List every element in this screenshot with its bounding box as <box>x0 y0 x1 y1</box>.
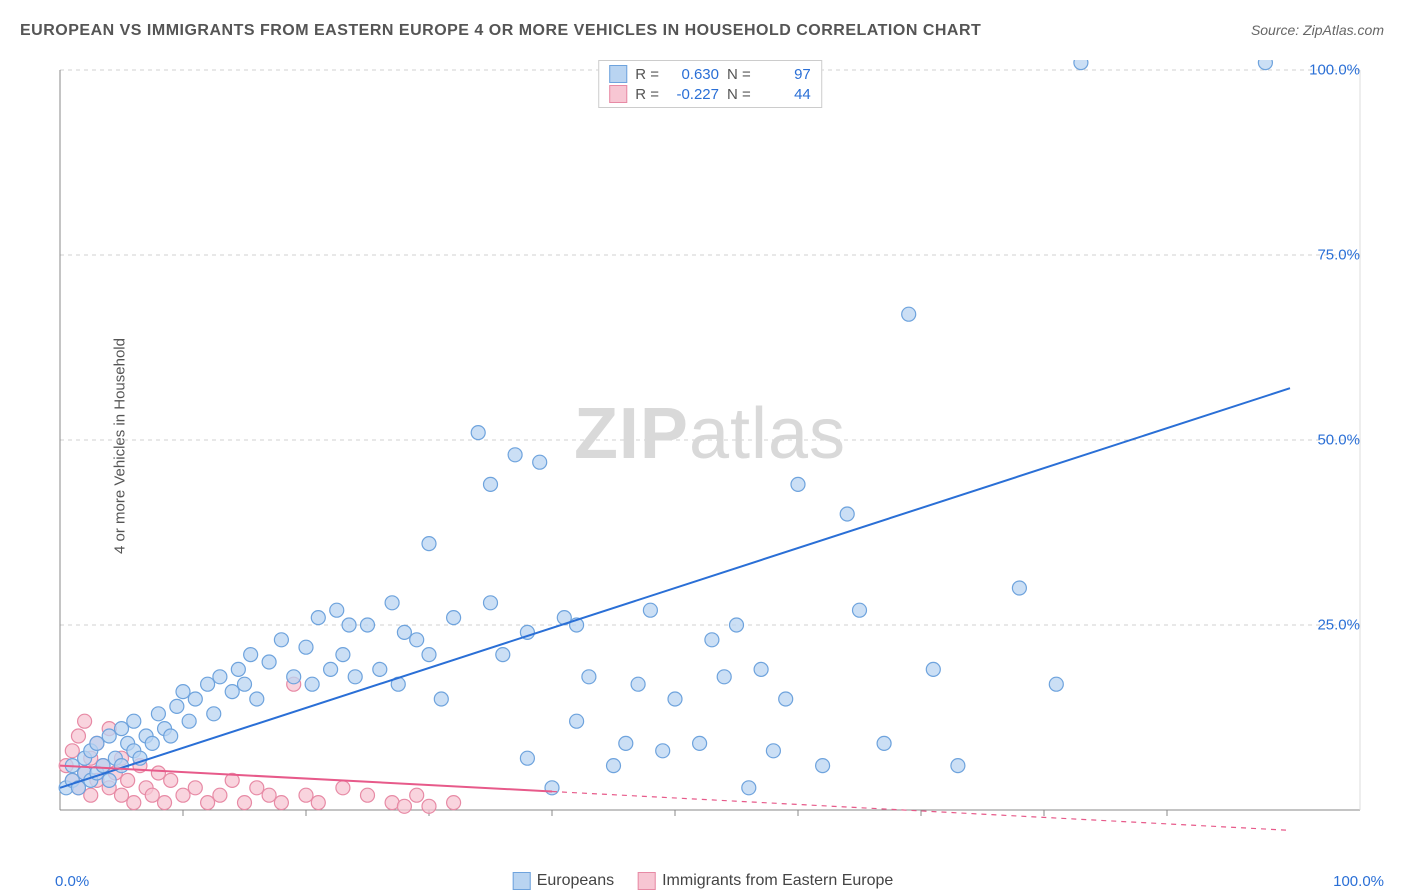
legend-stats-box: R = 0.630 N = 97 R = -0.227 N = 44 <box>598 60 822 108</box>
n-label: N = <box>727 86 751 103</box>
swatch-eastern <box>609 85 627 103</box>
legend-item-eastern: Immigrants from Eastern Europe <box>638 872 893 890</box>
n-value: 44 <box>759 86 811 103</box>
n-value: 97 <box>759 66 811 83</box>
source-label: Source: ZipAtlas.com <box>1251 22 1384 38</box>
y-tick-label: 50.0% <box>1317 432 1360 449</box>
scatter-plot <box>50 60 1370 840</box>
legend-stats-row-europeans: R = 0.630 N = 97 <box>609 65 811 83</box>
x-tick-100: 100.0% <box>1333 873 1384 890</box>
legend-label: Europeans <box>537 872 614 890</box>
x-tick-0: 0.0% <box>55 873 89 890</box>
chart-area: ZIPatlas R = 0.630 N = 97 R = -0.227 N =… <box>50 60 1370 840</box>
legend-item-europeans: Europeans <box>513 872 614 890</box>
swatch-europeans <box>513 872 531 890</box>
legend-label: Immigrants from Eastern Europe <box>662 872 893 890</box>
r-value: 0.630 <box>667 66 719 83</box>
y-tick-label: 75.0% <box>1317 247 1360 264</box>
chart-title: EUROPEAN VS IMMIGRANTS FROM EASTERN EURO… <box>20 22 981 40</box>
swatch-eastern <box>638 872 656 890</box>
legend-stats-row-eastern: R = -0.227 N = 44 <box>609 85 811 103</box>
y-tick-label: 100.0% <box>1309 62 1360 79</box>
r-label: R = <box>635 66 659 83</box>
n-label: N = <box>727 66 751 83</box>
r-label: R = <box>635 86 659 103</box>
bottom-legend: Europeans Immigrants from Eastern Europe <box>513 872 894 890</box>
r-value: -0.227 <box>667 86 719 103</box>
swatch-europeans <box>609 65 627 83</box>
y-tick-label: 25.0% <box>1317 617 1360 634</box>
